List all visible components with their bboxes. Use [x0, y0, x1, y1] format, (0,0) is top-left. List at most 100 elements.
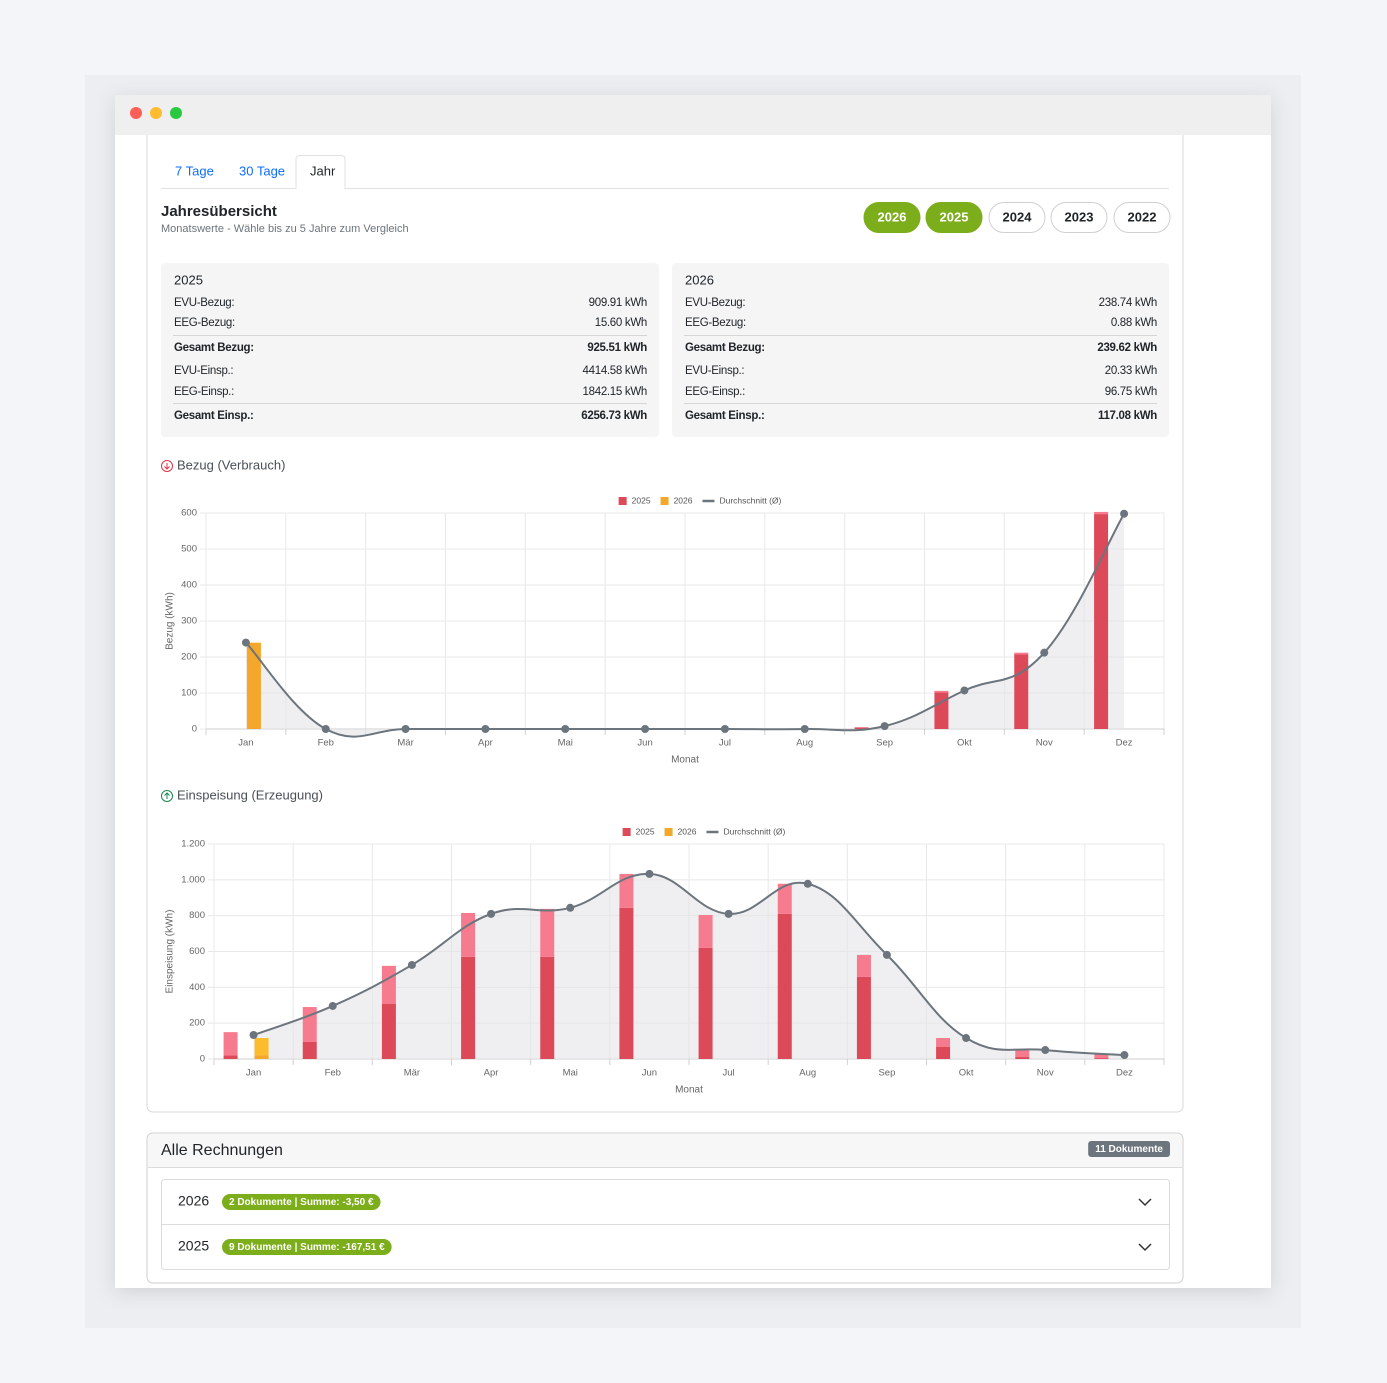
- summary-label: Gesamt Bezug:: [685, 342, 765, 354]
- y-tick-label: 0: [200, 1054, 205, 1065]
- x-tick-label: Jan: [246, 1068, 261, 1079]
- y-tick-label: 800: [189, 910, 205, 921]
- bar: [1014, 654, 1029, 729]
- bar-stack: [223, 1032, 238, 1056]
- year-button-label[interactable]: 2026: [878, 209, 907, 224]
- summary-value: 909.91 kWh: [589, 297, 647, 309]
- x-tick-label: Jul: [719, 738, 731, 749]
- year-button-label[interactable]: 2025: [940, 209, 969, 224]
- x-tick-label: Mär: [397, 738, 413, 749]
- x-tick-label: Mai: [563, 1068, 578, 1079]
- year-button[interactable]: [925, 202, 983, 233]
- year-button[interactable]: [863, 202, 921, 233]
- bar-stack: [856, 954, 871, 977]
- invoice-header: [148, 1134, 1182, 1167]
- y-tick-label: 100: [181, 688, 197, 699]
- legend-label: Durchschnitt (Ø): [723, 826, 785, 836]
- y-tick-label: 600: [189, 946, 205, 957]
- bar-stack: [777, 883, 792, 914]
- x-tick-label: Aug: [796, 738, 813, 749]
- bar: [934, 692, 949, 729]
- overview-title: Jahresübersicht: [161, 203, 277, 220]
- maximize-button[interactable]: [170, 107, 182, 119]
- bar-stack: [461, 912, 476, 957]
- section-icon-arrow: [164, 792, 170, 799]
- average-point: [645, 869, 654, 878]
- section-title: Einspeisung (Erzeugung): [177, 787, 323, 802]
- average-point: [249, 1030, 258, 1039]
- average-point: [1041, 1046, 1050, 1055]
- x-tick-label: Dez: [1116, 738, 1133, 749]
- summary-value: 117.08 kWh: [1098, 410, 1157, 422]
- invoice-year: 2025: [178, 1238, 209, 1254]
- average-point: [882, 950, 891, 959]
- year-button[interactable]: [1113, 202, 1171, 233]
- y-axis-title: Einspeisung (kWh): [165, 910, 176, 994]
- bar-stack: [1094, 511, 1109, 515]
- y-tick-label: 1.200: [181, 839, 205, 850]
- year-button[interactable]: [1050, 202, 1108, 233]
- tab[interactable]: Jahr: [310, 163, 336, 178]
- bar-stack: [936, 1038, 951, 1047]
- summary-label: EEG-Bezug:: [174, 317, 235, 329]
- x-tick-label: Feb: [325, 1068, 341, 1079]
- bar: [936, 1046, 951, 1059]
- year-button-label[interactable]: 2022: [1128, 209, 1157, 224]
- average-point: [1120, 509, 1129, 518]
- tab[interactable]: 7 Tage: [175, 163, 214, 178]
- x-tick-label: Jul: [723, 1068, 735, 1079]
- average-point: [561, 725, 570, 733]
- summary-value: 6256.73 kWh: [581, 410, 647, 422]
- legend-label: 2026: [678, 826, 697, 836]
- summary-label: Gesamt Einsp.:: [174, 410, 254, 422]
- y-tick-label: 0: [192, 724, 197, 735]
- chevron[interactable]: [1138, 1243, 1152, 1252]
- chevron[interactable]: [1138, 1198, 1152, 1207]
- summary-label: EEG-Einsp.:: [174, 386, 234, 398]
- bar: [856, 976, 871, 1059]
- minimize-button[interactable]: [150, 107, 162, 119]
- x-tick-label: Jun: [637, 738, 652, 749]
- badge-label: 11 Dokumente: [1095, 1144, 1163, 1155]
- average-point: [321, 725, 330, 733]
- year-button-label[interactable]: 2024: [1003, 209, 1033, 224]
- average-point: [1040, 648, 1049, 657]
- summary-value: 96.75 kWh: [1105, 386, 1157, 398]
- average-point: [487, 909, 496, 918]
- x-tick-label: Jun: [642, 1068, 657, 1079]
- year-button-label[interactable]: 2023: [1065, 209, 1094, 224]
- average-point: [962, 1034, 971, 1043]
- bar-stack: [1015, 1048, 1030, 1058]
- bar-stack: [302, 1007, 317, 1042]
- year-button[interactable]: [988, 202, 1046, 233]
- average-line: [245, 513, 1125, 738]
- average-area: [245, 513, 1125, 737]
- x-tick-label: Nov: [1037, 1068, 1054, 1079]
- summary-label: EEG-Einsp.:: [685, 386, 745, 398]
- x-tick-label: Aug: [799, 1068, 816, 1079]
- bar: [777, 913, 792, 1059]
- bar: [461, 956, 476, 1059]
- average-point: [880, 722, 889, 731]
- tab[interactable]: 30 Tage: [239, 163, 285, 178]
- x-tick-label: Okt: [959, 1068, 974, 1079]
- legend-symbol: [664, 828, 673, 836]
- average-point: [566, 903, 575, 912]
- bar: [854, 727, 869, 729]
- summary-value: 0.88 kWh: [1111, 317, 1157, 329]
- bar-stack: [254, 1038, 269, 1056]
- x-tick-label: Feb: [318, 738, 334, 749]
- average-point: [1120, 1051, 1129, 1060]
- badge-label: 9 Dokumente | Summe: -167,51 €: [229, 1242, 385, 1253]
- close-button[interactable]: [130, 107, 142, 119]
- summary-box: [672, 263, 1169, 437]
- summary-label: EVU-Einsp.:: [174, 365, 233, 377]
- average-point: [328, 1001, 337, 1010]
- x-tick-label: Sep: [878, 1068, 895, 1079]
- average-point: [407, 960, 416, 969]
- summary-value: 238.74 kWh: [1099, 297, 1157, 309]
- bar-stack: [698, 914, 713, 948]
- invoice-title: Alle Rechnungen: [161, 1142, 283, 1159]
- y-tick-label: 400: [189, 982, 205, 993]
